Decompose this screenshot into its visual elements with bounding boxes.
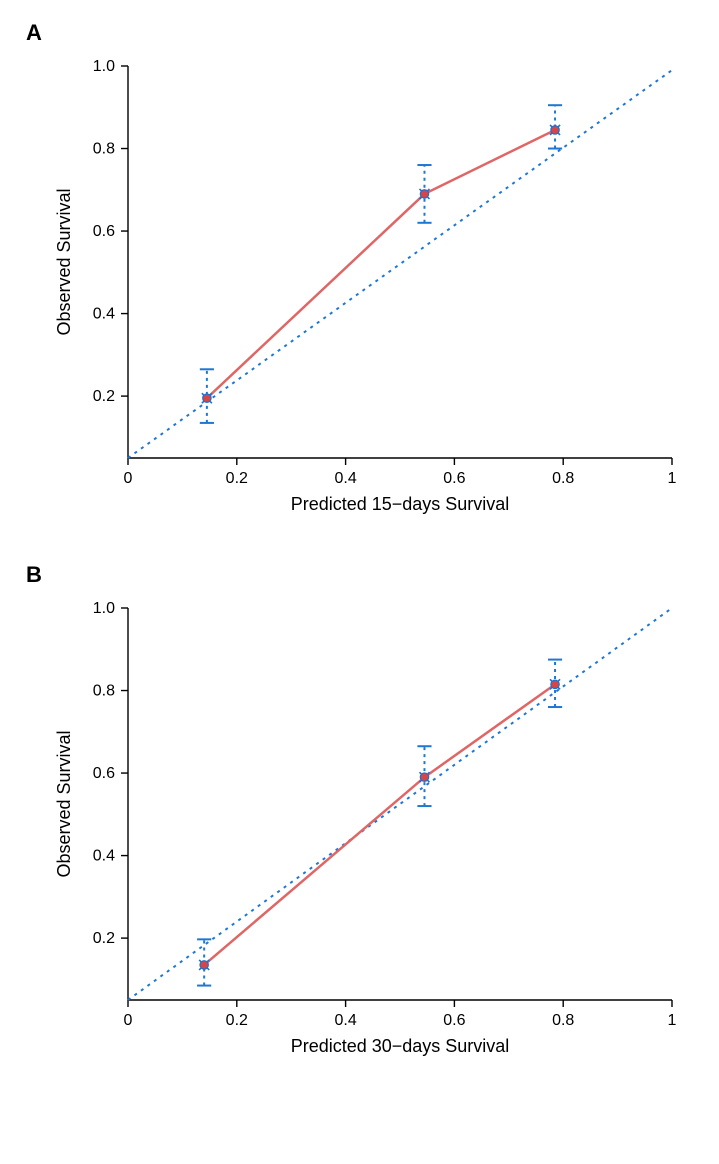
x-tick-label: 1 bbox=[668, 470, 677, 487]
data-point bbox=[200, 961, 208, 969]
calibration-line bbox=[207, 130, 555, 398]
panel-b: B 0 0.2 0.4 0.6 0.8 1 0.2 0.4 0.6 0.8 1.0 Predicted… bbox=[20, 562, 699, 1064]
y-axis-label: Observed Survival bbox=[54, 188, 74, 335]
x-tick-label: 0.2 bbox=[226, 1012, 248, 1029]
reference-diagonal bbox=[128, 608, 672, 1000]
x-tick-label: 0.8 bbox=[552, 470, 574, 487]
y-tick-label: 0.6 bbox=[93, 765, 115, 782]
calibration-line bbox=[204, 684, 555, 965]
y-tick-label: 0.2 bbox=[93, 930, 115, 947]
panel-a: A 0 0.2 0.4 0.6 0.8 1 0.2 0.4 0.6 0.8 1.0 Predicted… bbox=[20, 20, 699, 522]
x-tick-label: 0.6 bbox=[443, 1012, 465, 1029]
x-tick-label: 0 bbox=[124, 1012, 133, 1029]
x-tick-label: 1 bbox=[668, 1012, 677, 1029]
chart-a-wrap: 0 0.2 0.4 0.6 0.8 1 0.2 0.4 0.6 0.8 1.0 Predicted 1… bbox=[50, 52, 690, 522]
y-tick-label: 0.6 bbox=[93, 223, 115, 240]
y-tick-label: 0.8 bbox=[93, 683, 115, 700]
chart-b-wrap: 0 0.2 0.4 0.6 0.8 1 0.2 0.4 0.6 0.8 1.0 Predicted 3… bbox=[50, 594, 690, 1064]
x-tick-label: 0.6 bbox=[443, 470, 465, 487]
y-tick-label: 0.2 bbox=[93, 388, 115, 405]
y-tick-label: 0.8 bbox=[93, 141, 115, 158]
x-tick-label: 0.8 bbox=[552, 1012, 574, 1029]
y-tick-label: 1.0 bbox=[93, 58, 115, 75]
x-axis-label: Predicted 30−days Survival bbox=[291, 1036, 510, 1056]
data-point bbox=[551, 680, 559, 688]
y-axis-label: Observed Survival bbox=[54, 730, 74, 877]
x-tick-label: 0.4 bbox=[334, 470, 356, 487]
panel-a-label: A bbox=[26, 20, 699, 46]
x-tick-label: 0.4 bbox=[334, 1012, 356, 1029]
x-tick-label: 0 bbox=[124, 470, 133, 487]
data-point bbox=[551, 126, 559, 134]
x-tick-label: 0.2 bbox=[226, 470, 248, 487]
x-axis-label: Predicted 15−days Survival bbox=[291, 494, 510, 514]
calibration-chart-a: 0 0.2 0.4 0.6 0.8 1 0.2 0.4 0.6 0.8 1.0 Predicted 1… bbox=[50, 52, 690, 522]
y-tick-label: 1.0 bbox=[93, 600, 115, 617]
data-point bbox=[420, 190, 428, 198]
calibration-chart-b: 0 0.2 0.4 0.6 0.8 1 0.2 0.4 0.6 0.8 1.0 Predicted 3… bbox=[50, 594, 690, 1064]
y-tick-label: 0.4 bbox=[93, 306, 115, 323]
y-tick-label: 0.4 bbox=[93, 848, 115, 865]
data-point bbox=[203, 394, 211, 402]
data-point bbox=[420, 773, 428, 781]
panel-b-label: B bbox=[26, 562, 699, 588]
